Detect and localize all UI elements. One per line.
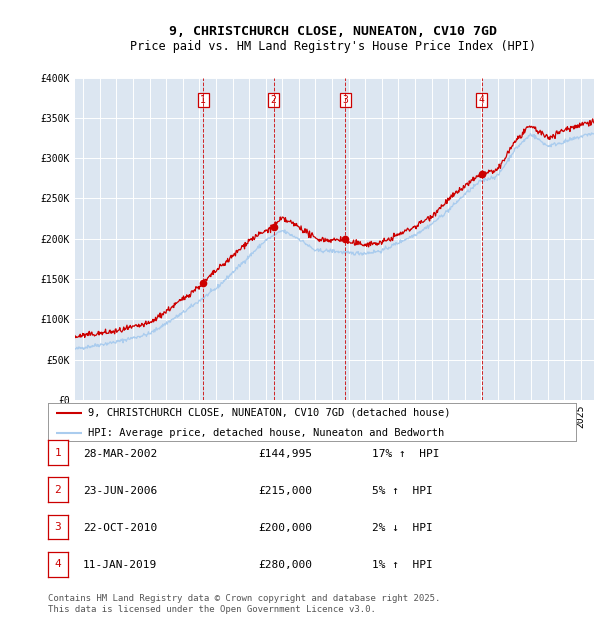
- Text: 4: 4: [55, 559, 61, 569]
- Text: Price paid vs. HM Land Registry's House Price Index (HPI): Price paid vs. HM Land Registry's House …: [130, 40, 536, 53]
- Text: 2% ↓  HPI: 2% ↓ HPI: [372, 523, 433, 533]
- Text: 9, CHRISTCHURCH CLOSE, NUNEATON, CV10 7GD: 9, CHRISTCHURCH CLOSE, NUNEATON, CV10 7G…: [169, 25, 497, 38]
- Text: 1: 1: [55, 448, 61, 458]
- Text: 2: 2: [55, 485, 61, 495]
- Text: 11-JAN-2019: 11-JAN-2019: [83, 560, 157, 570]
- Text: £215,000: £215,000: [258, 486, 312, 496]
- Text: 5% ↑  HPI: 5% ↑ HPI: [372, 486, 433, 496]
- Text: 22-OCT-2010: 22-OCT-2010: [83, 523, 157, 533]
- Text: 9, CHRISTCHURCH CLOSE, NUNEATON, CV10 7GD (detached house): 9, CHRISTCHURCH CLOSE, NUNEATON, CV10 7G…: [88, 407, 450, 418]
- Text: £144,995: £144,995: [258, 449, 312, 459]
- Text: 3: 3: [55, 522, 61, 532]
- Text: 1% ↑  HPI: 1% ↑ HPI: [372, 560, 433, 570]
- Text: HPI: Average price, detached house, Nuneaton and Bedworth: HPI: Average price, detached house, Nune…: [88, 428, 444, 438]
- Text: 28-MAR-2002: 28-MAR-2002: [83, 449, 157, 459]
- Text: 17% ↑  HPI: 17% ↑ HPI: [372, 449, 439, 459]
- Text: Contains HM Land Registry data © Crown copyright and database right 2025.
This d: Contains HM Land Registry data © Crown c…: [48, 595, 440, 614]
- Text: 4: 4: [479, 95, 485, 105]
- Text: 3: 3: [343, 95, 349, 105]
- Text: £200,000: £200,000: [258, 523, 312, 533]
- Text: 23-JUN-2006: 23-JUN-2006: [83, 486, 157, 496]
- Text: 1: 1: [200, 95, 206, 105]
- Text: 2: 2: [271, 95, 277, 105]
- Text: £280,000: £280,000: [258, 560, 312, 570]
